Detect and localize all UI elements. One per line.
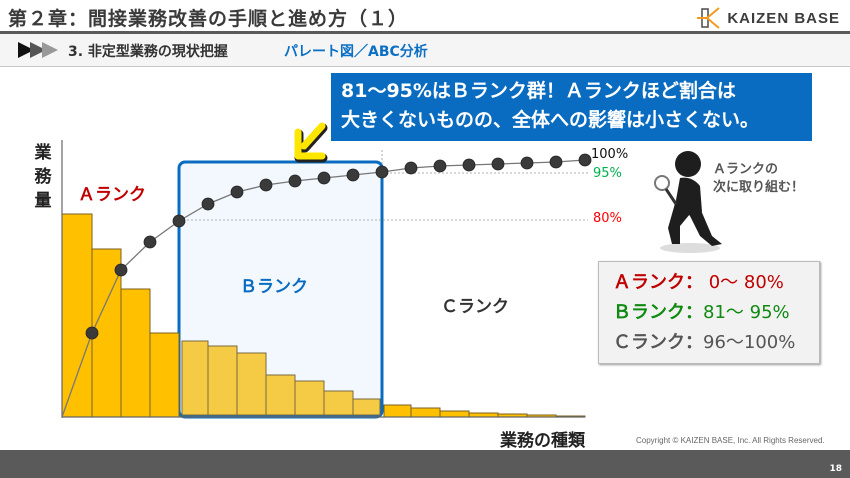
legend-b-range: 81〜 95% <box>703 302 790 323</box>
title-divider <box>0 31 850 34</box>
thinker-line-2: 次に取り組む！ <box>713 180 805 195</box>
footer-bar: 18 <box>0 450 850 478</box>
legend-c-range: 96〜100% <box>703 332 796 353</box>
rank-b-label: Ｂランク <box>240 277 308 297</box>
copyright-text: Copyright © KAIZEN BASE, Inc. All Rights… <box>636 436 825 445</box>
yellow-arrow-icon <box>294 122 328 163</box>
legend-a-range: 0〜 80% <box>703 272 784 293</box>
kaizen-logo-icon <box>697 7 720 29</box>
thinker-line-1: Ａランクの <box>713 162 779 177</box>
bars-a-rank <box>61 213 180 418</box>
brand-logo: KAIZEN BASE <box>693 6 840 30</box>
rank-c-label: Ｃランク <box>441 297 509 317</box>
triple-arrow-icon <box>18 42 58 58</box>
thinker-caption: Ａランクの 次に取り組む！ <box>713 161 804 197</box>
legend-row-b: Ｂランク：81〜 95% <box>613 298 819 328</box>
pct-95-label: 95% <box>593 166 622 181</box>
bars-c-rank <box>383 404 586 418</box>
legend-c-label: Ｃランク： <box>613 332 703 353</box>
logo-text: KAIZEN BASE <box>727 9 840 27</box>
pct-100-label: 100% <box>591 147 629 162</box>
thinker-figure-icon <box>654 151 722 253</box>
section-label: 3. 非定型業務の現状把握 <box>68 44 228 60</box>
bars-b-rank <box>181 340 381 416</box>
callout-line-2: 大きくないものの、全体への影響は小さくない。 <box>341 109 760 131</box>
page-title: 第２章：間接業務改善の手順と進め方（１） <box>8 8 409 30</box>
legend-row-a: Ａランク： 0〜 80% <box>613 268 819 298</box>
legend-a-label: Ａランク： <box>613 272 703 293</box>
callout-line-1: 81〜95%はＢランク群！Ａランクほど割合は <box>341 80 736 102</box>
rank-a-label: Ａランク <box>78 185 146 205</box>
section-bar: 3. 非定型業務の現状把握 パレート図／ABC分析 <box>0 34 850 67</box>
section-subtitle: パレート図／ABC分析 <box>284 44 428 60</box>
legend-b-label: Ｂランク： <box>613 302 703 323</box>
legend-row-c: Ｃランク：96〜100% <box>613 328 819 358</box>
rank-legend: Ａランク： 0〜 80% Ｂランク：81〜 95% Ｃランク：96〜100% <box>598 261 820 364</box>
callout-box: 81〜95%はＢランク群！Ａランクほど割合は 大きくないものの、全体への影響は小… <box>331 73 812 141</box>
cumulative-points <box>85 153 592 340</box>
pct-80-label: 80% <box>593 211 622 226</box>
x-axis-label: 業務の種類 <box>500 431 585 451</box>
y-axis-label: 業務量 <box>34 143 52 211</box>
page-number: 18 <box>829 464 842 474</box>
